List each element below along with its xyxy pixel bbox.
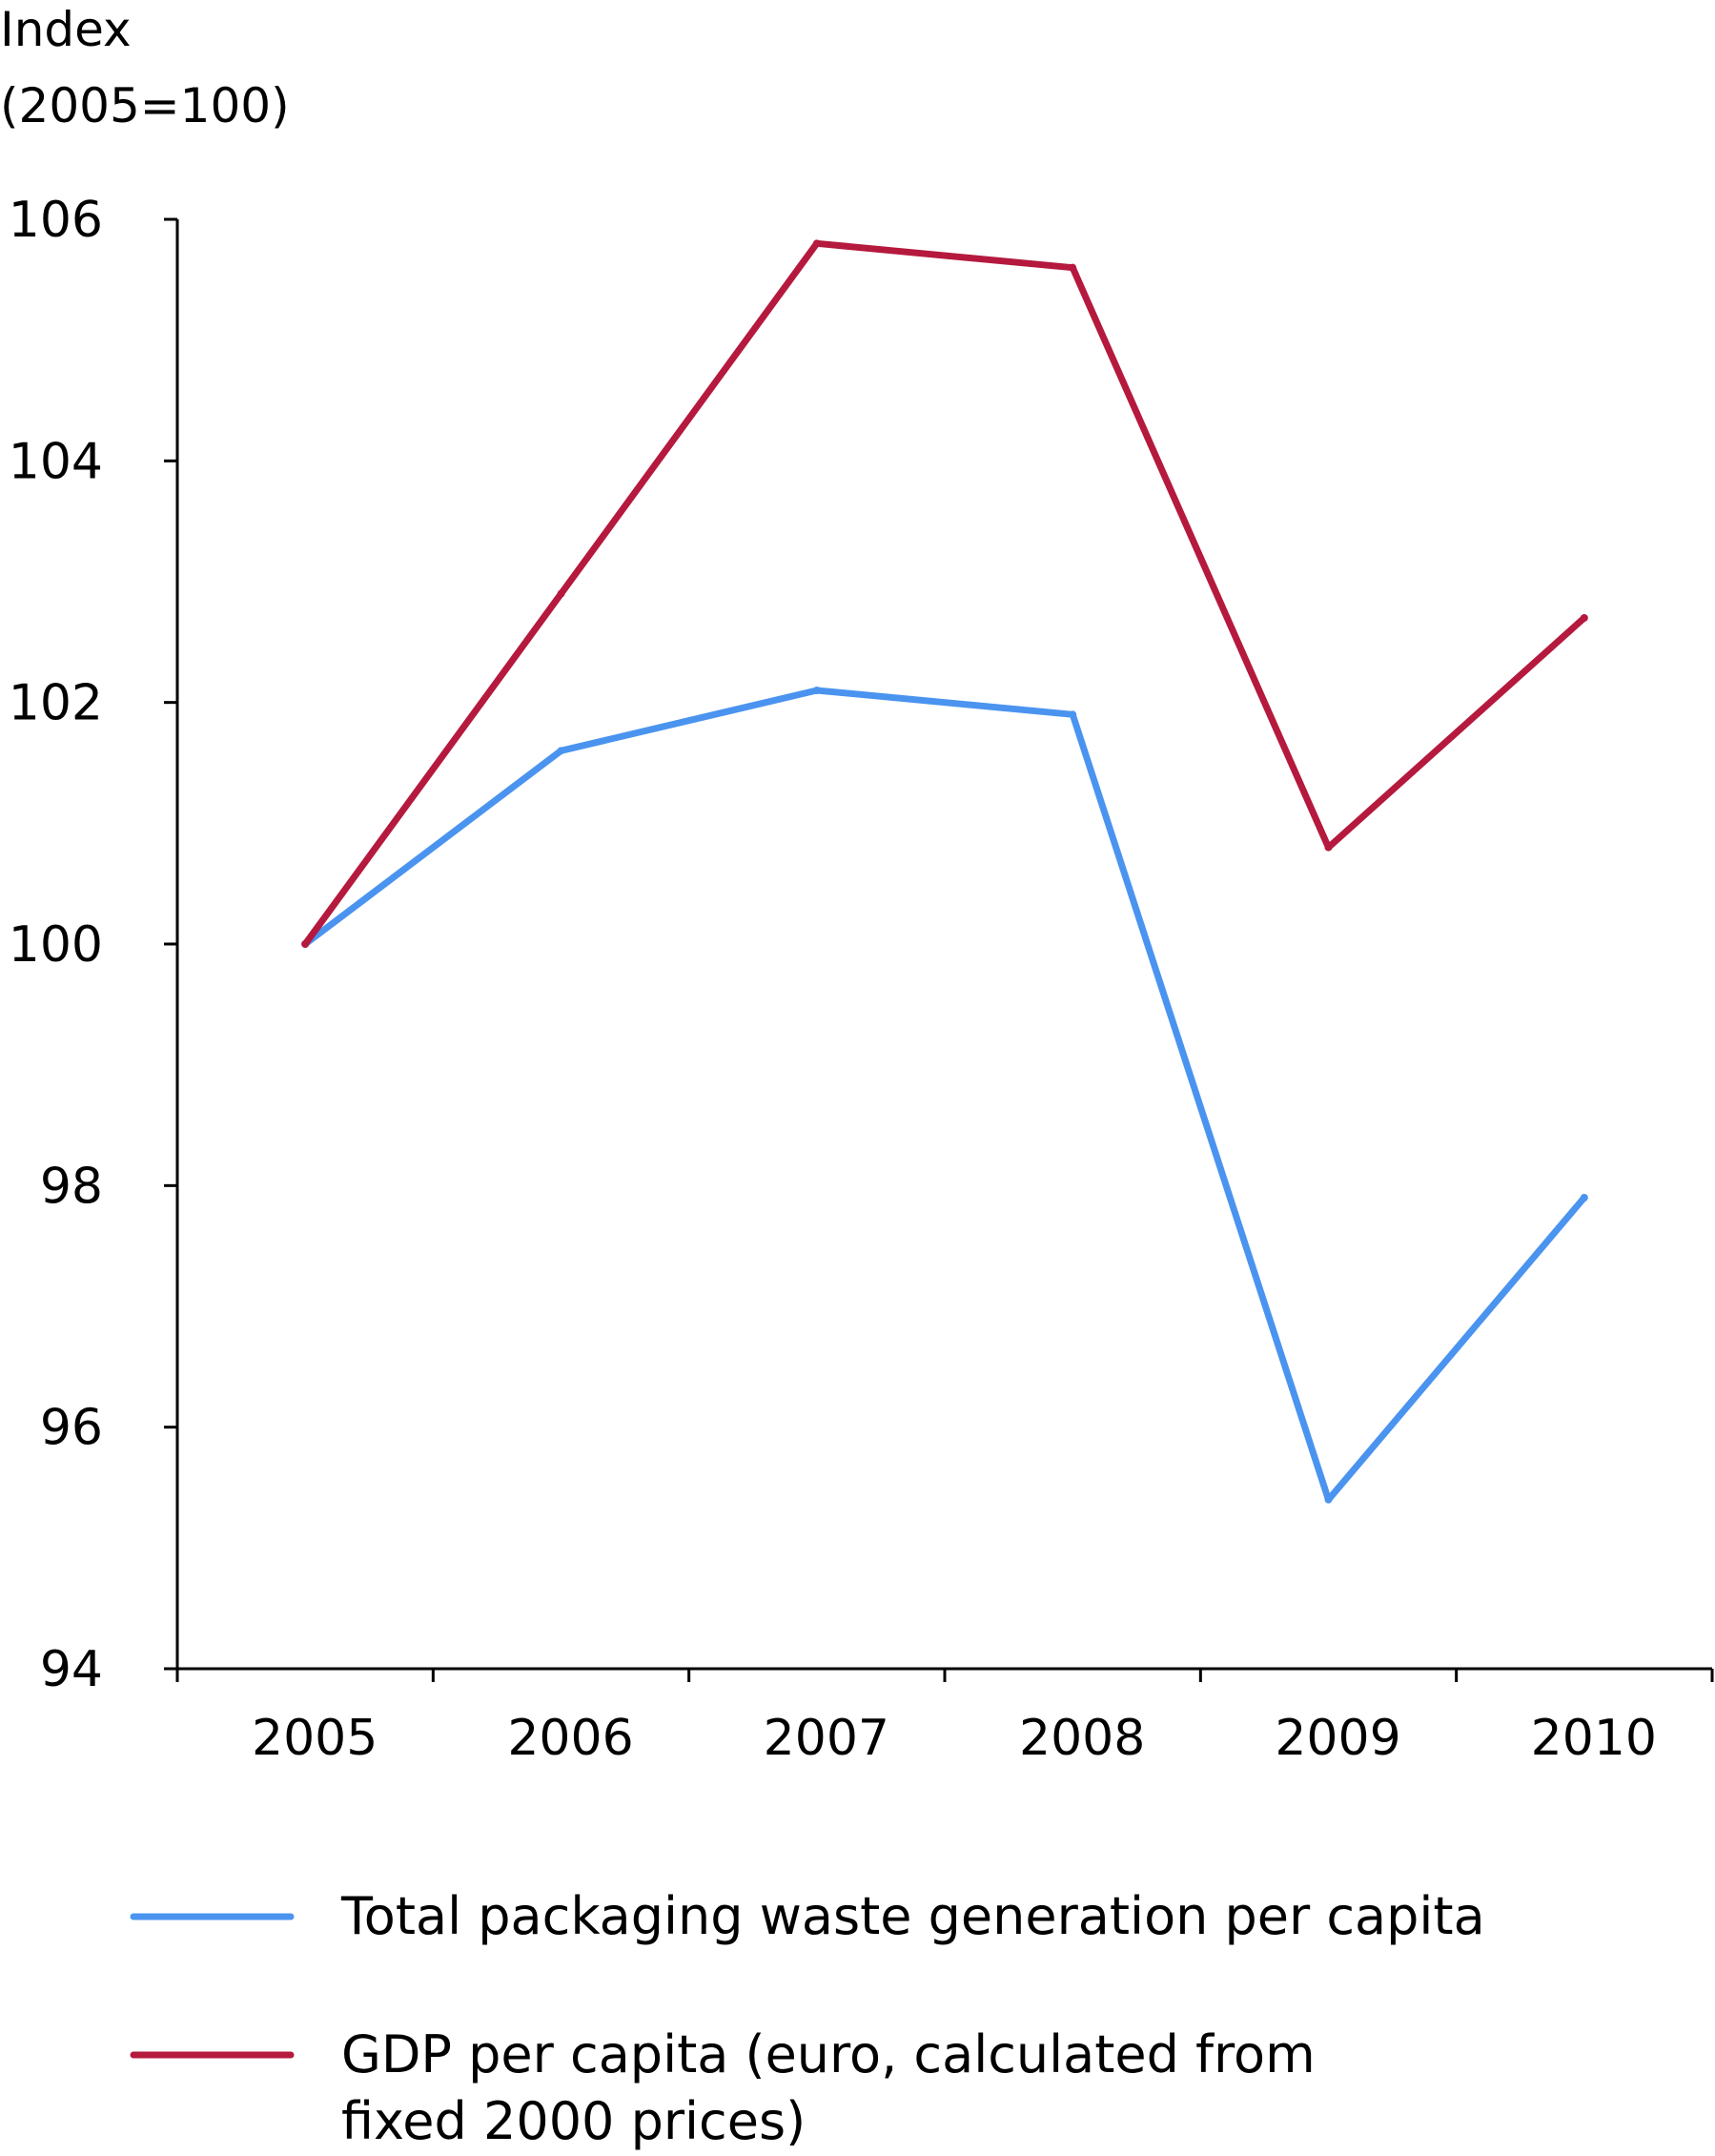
y-axis-ticks: 94 96 98 100 102 104 106 [9, 192, 177, 1698]
y-tick-label: 106 [9, 192, 103, 249]
x-tick-label: 2005 [252, 1710, 378, 1767]
legend-label: Total packaging waste generation per cap… [340, 1886, 1485, 1946]
data-point [812, 239, 821, 248]
y-tick-label: 102 [9, 675, 103, 732]
data-point [1580, 614, 1588, 622]
x-tick-label: 2006 [507, 1710, 633, 1767]
series-line-2 [301, 239, 1588, 948]
y-axis-title: Index (2005=100) [0, 2, 290, 133]
legend-label: GDP per capita (euro, calculated from [341, 2024, 1316, 2084]
legend: Total packaging waste generation per cap… [130, 1886, 1485, 2151]
x-tick-label: 2010 [1531, 1710, 1657, 1767]
data-point [1324, 1495, 1333, 1504]
data-point [557, 747, 565, 755]
x-axis-ticks: 2005 2006 2007 2008 2009 2010 [175, 1669, 1714, 1767]
y-tick-label: 104 [9, 433, 103, 490]
x-tick-label: 2007 [764, 1710, 889, 1767]
data-point [1324, 843, 1333, 852]
data-point [812, 687, 821, 694]
y-axis-title-line: (2005=100) [0, 78, 290, 133]
data-point [301, 940, 310, 948]
data-point [1069, 710, 1077, 719]
legend-label: fixed 2000 prices) [341, 2091, 806, 2151]
y-axis-title-line: Index [0, 2, 132, 57]
y-tick-label: 94 [40, 1641, 103, 1698]
y-tick-label: 100 [9, 916, 103, 974]
data-point [557, 589, 565, 598]
series-line-1 [301, 687, 1588, 1504]
data-point [1069, 263, 1077, 272]
y-tick-label: 98 [40, 1158, 103, 1215]
y-tick-label: 96 [40, 1400, 103, 1457]
data-point [1580, 1194, 1588, 1201]
x-tick-label: 2008 [1019, 1710, 1145, 1767]
series-layer [301, 239, 1588, 1504]
x-tick-label: 2009 [1275, 1710, 1400, 1767]
